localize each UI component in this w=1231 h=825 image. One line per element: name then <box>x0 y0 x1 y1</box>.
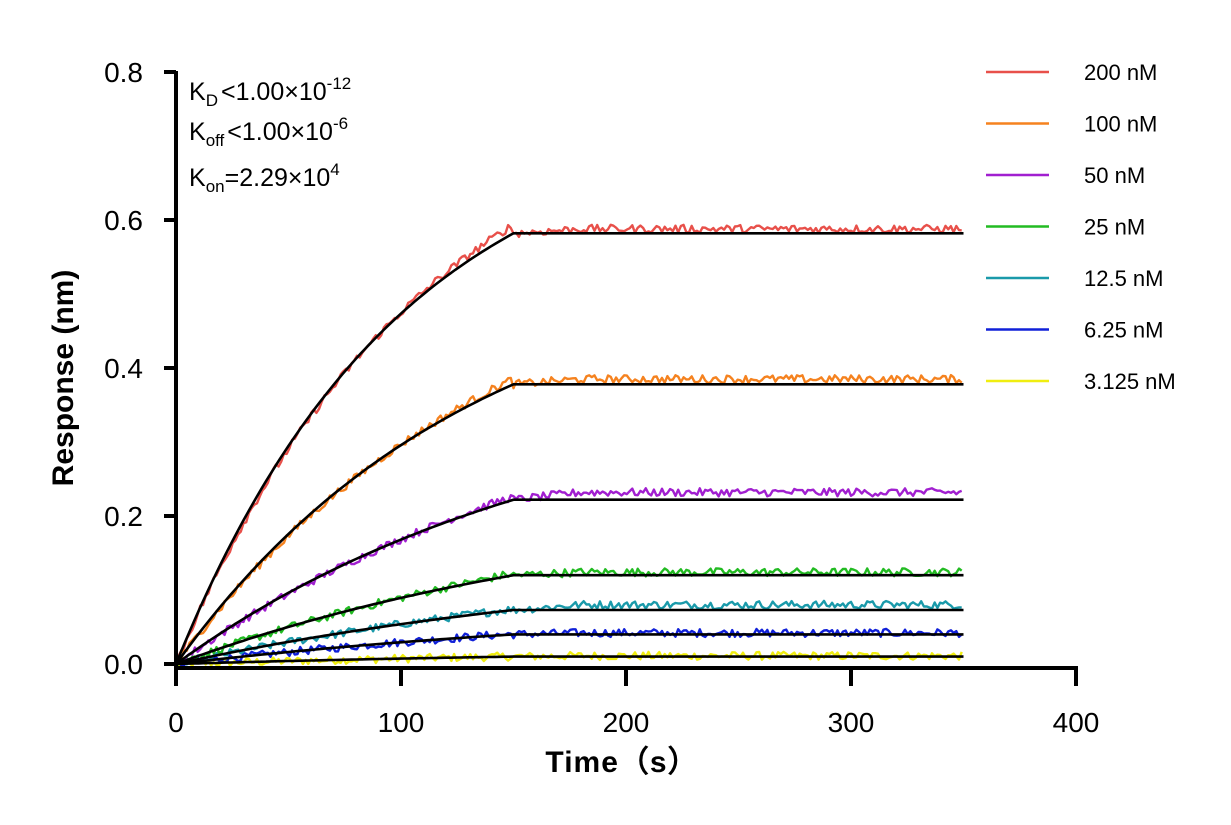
x-axis-ticks: 0 100 200 300 400 <box>168 668 1099 738</box>
x-axis-title: Time（s） <box>545 745 698 779</box>
y-tick-label: 0.6 <box>104 205 143 236</box>
y-tick-label: 0.0 <box>104 649 143 680</box>
y-tick-label: 0.4 <box>104 353 143 384</box>
koff-annotation: Koff <1.00×10-6 <box>189 114 348 150</box>
legend-label-25-nm: 25 nM <box>1084 215 1145 240</box>
x-tick-label: 400 <box>1053 707 1100 738</box>
legend-label-6_25-nm: 6.25 nM <box>1084 318 1164 343</box>
plot-lines <box>174 223 964 668</box>
y-tick-label: 0.8 <box>104 57 143 88</box>
series-line-3_125-nm <box>175 650 963 668</box>
x-tick-label: 200 <box>603 707 650 738</box>
y-tick-label: 0.2 <box>104 501 143 532</box>
series-line-50-nm <box>175 487 963 665</box>
fit-line-12_5-nm <box>175 608 964 666</box>
x-tick-label: 100 <box>378 707 425 738</box>
y-axis-ticks: 0.0 0.2 0.4 0.6 0.8 <box>104 57 176 680</box>
x-tick-label: 0 <box>168 707 184 738</box>
series-line-200-nm <box>174 223 962 665</box>
series-line-100-nm <box>175 373 963 665</box>
kinetics-annotation: KD <1.00×10-12 Koff <1.00×10-6 Kon=2.29×10… <box>189 74 351 196</box>
legend-label-200-nm: 200 nM <box>1084 60 1157 85</box>
series-line-6_25-nm <box>175 627 963 667</box>
legend: 200 nM 100 nM 50 nM 25 nM 12.5 nM 6.25 nM 3.12… <box>986 60 1176 394</box>
legend-label-50-nm: 50 nM <box>1084 163 1145 188</box>
legend-label-100-nm: 100 nM <box>1084 112 1157 137</box>
x-tick-label: 300 <box>828 707 875 738</box>
fit-line-25-nm <box>175 573 964 666</box>
legend-label-12_5-nm: 12.5 nM <box>1084 266 1164 291</box>
fit-line-200-nm <box>174 232 964 665</box>
fit-line-50-nm <box>175 498 964 666</box>
y-axis-title: Response (nm) <box>47 270 80 487</box>
fit-line-100-nm <box>174 383 964 665</box>
legend-label-3_125-nm: 3.125 nM <box>1084 369 1176 394</box>
fit-line-3_125-nm <box>175 655 964 666</box>
kd-annotation: KD <1.00×10-12 <box>189 74 351 110</box>
kon-annotation: Kon=2.29×104 <box>189 160 340 196</box>
fit-line-6_25-nm <box>175 633 964 666</box>
